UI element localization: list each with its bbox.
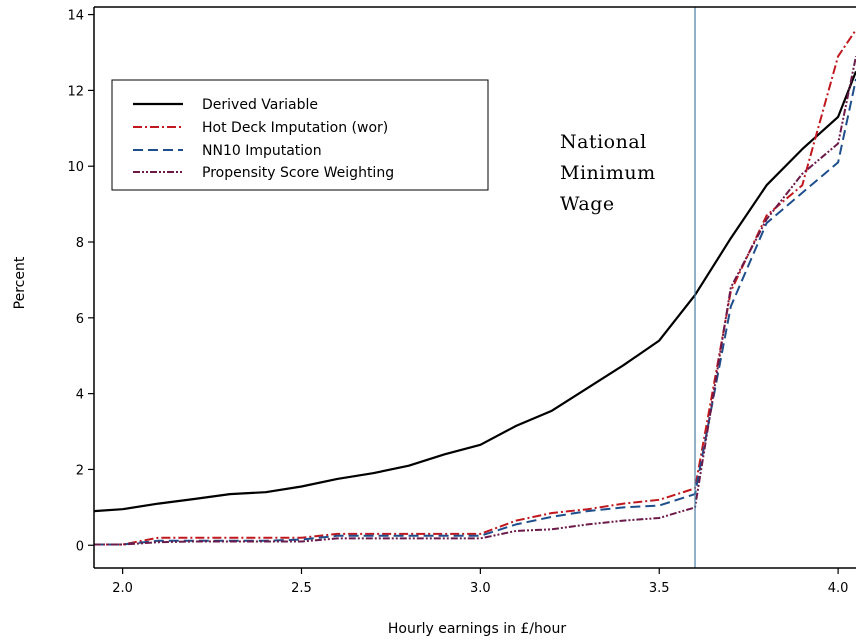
y-tick-label: 14 (67, 9, 84, 24)
annotation-line-3: Wage (560, 193, 615, 215)
ticks-layer: 0 2 4 6 8 10 12 14 2.0 2.5 3.0 3.5 4.0 (67, 9, 848, 596)
legend-label-propensity: Propensity Score Weighting (202, 165, 394, 181)
series-line-propensity-score-weighting (94, 56, 856, 546)
y-tick-label: 10 (67, 160, 84, 175)
annotation-line-2: Minimum (560, 162, 656, 184)
x-tick-label: 4.0 (828, 581, 849, 596)
legend-label-derived-variable: Derived Variable (202, 97, 318, 113)
legend-box (111, 79, 489, 191)
legend-label-nn10: NN10 Imputation (202, 143, 322, 159)
legend-label-hot-deck: Hot Deck Imputation (wor) (202, 120, 388, 136)
x-tick-label: 2.0 (112, 581, 133, 596)
x-tick-label: 2.5 (291, 581, 312, 596)
y-tick-label: 6 (76, 312, 84, 327)
series-line-derived-variable (94, 70, 856, 513)
y-axis-title: Percent (12, 256, 28, 309)
x-axis-title: Hourly earnings in £/hour (388, 621, 566, 637)
y-tick-label: 0 (76, 539, 84, 554)
minimum-wage-annotation: National Minimum Wage (560, 131, 656, 215)
x-tick-label: 3.0 (470, 581, 491, 596)
y-tick-label: 12 (67, 84, 84, 99)
axes-layer (93, 6, 856, 569)
y-tick-label: 2 (76, 463, 84, 478)
legend: Derived Variable Hot Deck Imputation (wo… (111, 79, 489, 191)
series-layer (94, 29, 856, 546)
y-tick-label: 4 (76, 388, 84, 403)
x-tick-label: 3.5 (649, 581, 670, 596)
y-tick-label: 8 (76, 236, 84, 251)
annotation-line-1: National (560, 131, 647, 153)
